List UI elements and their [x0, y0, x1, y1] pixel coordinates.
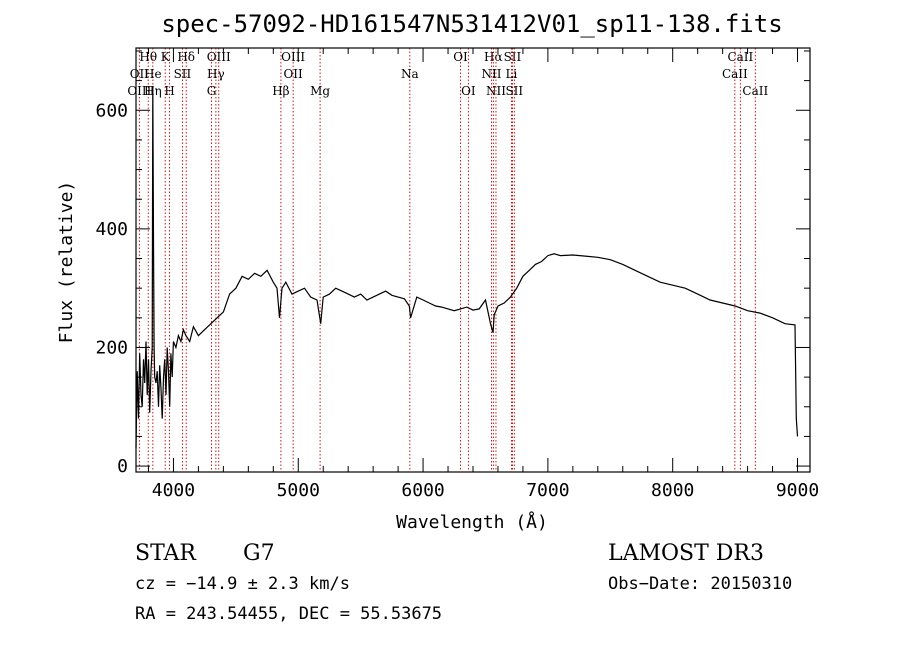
emission-line-label: CaII [722, 67, 748, 81]
y-tick-label: 600 [95, 100, 128, 121]
y-tick-label: 0 [117, 456, 128, 477]
emission-line-label: Na [401, 67, 419, 81]
emission-line-label: OII [130, 67, 150, 81]
x-tick-label: 7000 [526, 480, 569, 501]
emission-line-label: OI [453, 50, 468, 64]
spectrum-line [135, 86, 799, 449]
emission-line-label: Hγ [207, 67, 225, 81]
survey-label: LAMOST DR3 [608, 541, 764, 566]
plot-frame [135, 47, 811, 473]
x-tick-label: 9000 [776, 480, 819, 501]
coordinates-text: RA = 243.54455, DEC = 55.53675 [135, 604, 442, 624]
axis-ticks: 4000 5000 6000 7000 8000 9000 0 200 400 600 [95, 48, 819, 501]
emission-line-label: Hβ [272, 84, 289, 98]
emission-line-label: OI [461, 84, 476, 98]
y-axis-label: Flux (relative) [56, 181, 77, 344]
y-tick-label: 400 [95, 219, 128, 240]
redshift-text: cz = −14.9 ± 2.3 km/s [135, 574, 350, 594]
emission-line-label: NII [481, 67, 501, 81]
emission-line-label: SII [174, 67, 192, 81]
emission-line-label: K [161, 50, 171, 64]
emission-line-label: Hθ [139, 50, 157, 64]
emission-line-label: H [164, 84, 174, 98]
emission-line-label: OIII [127, 84, 151, 98]
x-tick-label: 4000 [152, 480, 195, 501]
x-tick-label: 8000 [651, 480, 694, 501]
chart-title: spec-57092-HD161547N531412V01_sp11-138.f… [161, 10, 782, 38]
x-tick-label: 5000 [277, 480, 320, 501]
emission-line-label: NII [486, 84, 506, 98]
emission-line-label: SII [505, 84, 523, 98]
x-tick-label: 6000 [401, 480, 444, 501]
emission-line-label: OII [283, 67, 303, 81]
emission-line-label: CaII [742, 84, 768, 98]
emission-line-label: SII [504, 50, 522, 64]
emission-line-label: Hδ [177, 50, 195, 64]
y-tick-label: 200 [95, 337, 128, 358]
emission-line-label: OIII [281, 50, 305, 64]
emission-line-label: OIII [207, 50, 231, 64]
object-subclass: G7 [243, 541, 275, 566]
emission-line-label: He [144, 67, 162, 81]
emission-line-label: CaII [727, 50, 753, 64]
emission-line-label: G [207, 84, 217, 98]
object-class: STAR [135, 541, 197, 566]
emission-line-label: Li [506, 67, 518, 81]
obs-date-text: Obs−Date: 20150310 [608, 574, 792, 594]
x-axis-label: Wavelength (Å) [396, 511, 548, 533]
emission-line-label: Hα [484, 50, 503, 64]
emission-line-label: Mg [310, 84, 330, 98]
